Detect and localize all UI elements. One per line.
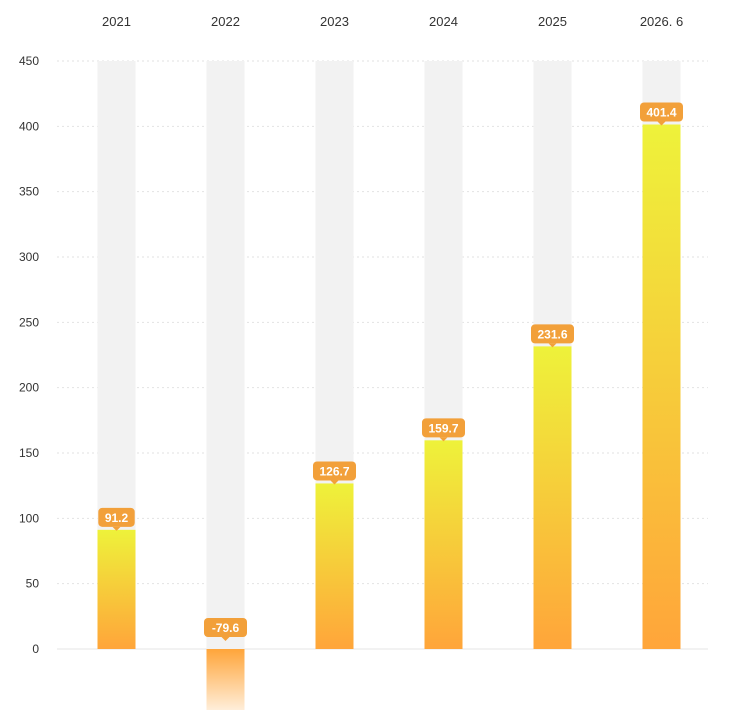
data-label-pointer [330,480,339,485]
x-tick-label: 2021 [102,14,131,29]
y-tick-label: 150 [19,446,39,460]
x-axis: 2021 2022 2023 2024 2025 2026. 6 [102,14,683,29]
data-label-pointer [657,121,666,126]
x-tick-label: 2023 [320,14,349,29]
bar [206,649,245,710]
data-label-bg [204,618,247,637]
x-tick-label: 2026. 6 [640,14,683,29]
data-label-text: 231.6 [537,327,567,341]
data-label: -79.6 [204,618,247,641]
data-label-bg [98,507,135,527]
data-label: 401.4 [640,102,683,126]
data-label-bg [422,418,465,438]
bar-tracks [97,61,681,649]
data-label-text: -79.6 [212,621,240,635]
data-label-text: 159.7 [428,421,458,435]
data-label-text: 126.7 [319,464,349,478]
bar [533,346,572,649]
y-tick-label: 300 [19,250,39,264]
data-label-bg [531,324,574,344]
y-tick-label: 400 [19,119,39,133]
y-axis: 0 50 100 150 200 250 300 350 400 450 [19,54,39,656]
bar [642,124,681,649]
y-tick-label: 0 [32,642,39,656]
data-label-pointer [112,526,121,531]
data-label: 159.7 [422,418,465,442]
data-label-text: 91.2 [105,511,129,525]
data-label: 91.2 [98,507,135,531]
data-label-bg [640,102,683,122]
x-tick-label: 2025 [538,14,567,29]
y-tick-label: 350 [19,185,39,199]
data-label-pointer [221,637,230,641]
y-tick-label: 50 [26,577,40,591]
bar [315,483,354,649]
data-label-bg [313,461,356,481]
data-label: 231.6 [531,324,574,348]
data-label: 126.7 [313,461,356,485]
x-tick-label: 2022 [211,14,240,29]
data-labels: 91.2 -79.6 126.7 159.7 231.6 401.4 [98,102,683,641]
bar [97,529,136,649]
y-tick-label: 100 [19,511,39,525]
data-label-pointer [548,343,557,348]
x-tick-label: 2024 [429,14,458,29]
data-label-text: 401.4 [646,106,676,120]
y-tick-label: 250 [19,315,39,329]
y-tick-label: 200 [19,381,39,395]
data-label-pointer [439,437,448,442]
bar [424,440,463,649]
bars [97,124,681,710]
y-tick-label: 450 [19,54,39,68]
gridlines [57,60,708,650]
bar-track [206,61,245,649]
